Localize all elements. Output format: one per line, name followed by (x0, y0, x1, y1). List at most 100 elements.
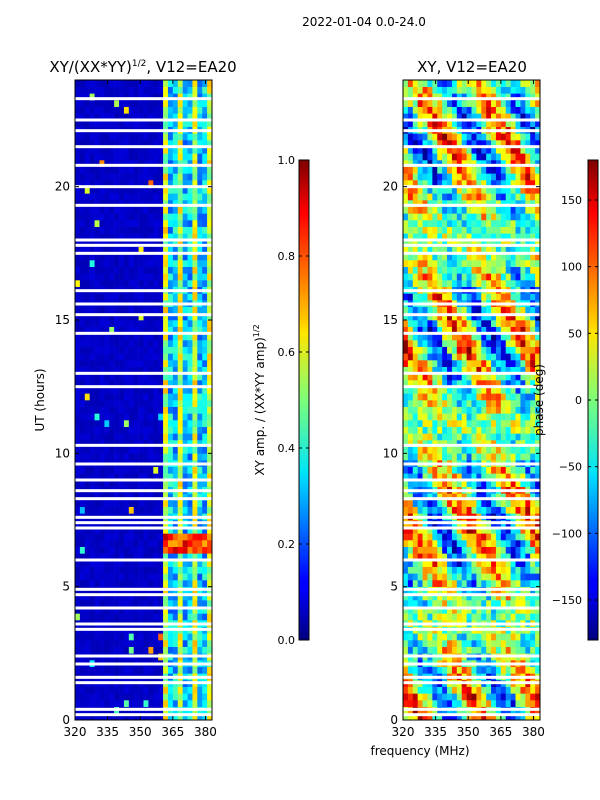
heatmap-cell (114, 240, 120, 247)
heatmap-cell (456, 533, 463, 541)
heatmap-cell (422, 233, 428, 241)
heatmap-cell (167, 340, 174, 347)
heatmap-cell (143, 220, 149, 227)
heatmap-cell (510, 433, 516, 441)
heatmap-cell (197, 640, 203, 647)
heatmap-cell (451, 353, 458, 361)
heatmap-cell (119, 340, 125, 347)
heatmap-cell (515, 226, 521, 234)
heatmap-cell (84, 420, 90, 427)
heatmap-cell (79, 213, 86, 221)
heatmap-cell (123, 106, 130, 114)
heatmap-cell (535, 206, 541, 214)
heatmap-cell (128, 220, 135, 227)
heatmap-cell (75, 693, 81, 701)
heatmap-cell (422, 666, 428, 674)
heatmap-cell (407, 313, 414, 321)
heatmap-cell (417, 606, 423, 614)
heatmap-cell (89, 200, 95, 207)
heatmap-cell (79, 540, 86, 547)
heatmap-cell (79, 200, 86, 207)
heatmap-cell (197, 353, 203, 361)
heatmap-cell (182, 180, 188, 187)
heatmap-cell (437, 373, 443, 381)
heatmap-cell (407, 240, 414, 247)
heatmap-cell (515, 293, 521, 301)
heatmap-cell (207, 360, 213, 367)
colorbar-tick-label: 1.0 (278, 154, 296, 167)
heatmap-cell (447, 253, 453, 261)
heatmap-cell (104, 233, 110, 241)
heatmap-cell (177, 240, 183, 247)
heatmap-cell (486, 700, 492, 707)
heatmap-cell (456, 566, 463, 574)
heatmap-cell (437, 400, 443, 407)
heatmap-cell (79, 546, 86, 554)
heatmap-cell (471, 453, 477, 461)
heatmap-cell (187, 253, 193, 261)
heatmap-cell (84, 533, 90, 541)
heatmap-cell (167, 433, 174, 441)
heatmap-cell (99, 713, 105, 721)
heatmap-cell (75, 666, 81, 674)
heatmap-cell (172, 433, 179, 441)
heatmap-cell (104, 386, 110, 394)
heatmap-cell (79, 640, 86, 647)
heatmap-cell (187, 393, 193, 401)
heatmap-cell (412, 646, 418, 654)
heatmap-cell (84, 493, 90, 501)
heatmap-cell (167, 86, 174, 94)
heatmap-cell (461, 440, 467, 447)
heatmap-cell (476, 353, 482, 361)
heatmap-cell (530, 246, 536, 254)
heatmap-cell (197, 473, 203, 481)
heatmap-cell (466, 573, 472, 581)
heatmap-cell (476, 400, 482, 407)
heatmap-cell (148, 133, 154, 141)
heatmap-cell (75, 253, 81, 261)
heatmap-cell (153, 246, 159, 254)
heatmap-cell (133, 120, 139, 127)
heatmap-cell (207, 440, 213, 447)
heatmap-cell (515, 433, 521, 441)
heatmap-cell (119, 600, 125, 607)
heatmap-cell (99, 273, 105, 281)
heatmap-cell (177, 553, 183, 561)
heatmap-cell (535, 640, 541, 647)
heatmap-cell (525, 340, 531, 347)
heatmap-cell (89, 553, 95, 561)
heatmap-cell (510, 373, 516, 381)
heatmap-cell (109, 640, 115, 647)
heatmap-cell (158, 233, 164, 241)
heatmap-cell (407, 433, 414, 441)
heatmap-cell (525, 253, 531, 261)
heatmap-cell (89, 593, 95, 601)
heatmap-cell (417, 613, 423, 621)
heatmap-cell (104, 573, 110, 581)
heatmap-cell (515, 553, 521, 561)
heatmap-cell (182, 646, 188, 654)
heatmap-cell (177, 313, 183, 321)
heatmap-cell (119, 420, 125, 427)
heatmap-cell (163, 420, 169, 427)
heatmap-cell (163, 646, 169, 654)
heatmap-cell (471, 686, 477, 694)
heatmap-cell (207, 326, 213, 334)
heatmap-cell (167, 580, 174, 587)
heatmap-cell (153, 580, 159, 587)
heatmap-cell (432, 386, 438, 394)
heatmap-cell (461, 686, 467, 694)
heatmap-cell (207, 253, 213, 261)
heatmap-cell (466, 253, 472, 261)
heatmap-cell (99, 220, 105, 227)
heatmap-cell (163, 346, 169, 354)
heatmap-cell (143, 600, 149, 607)
heatmap-cell (119, 106, 125, 114)
heatmap-cell (456, 280, 463, 287)
heatmap-cell (432, 566, 438, 574)
heatmap-cell (177, 220, 183, 227)
heatmap-cell (525, 580, 531, 587)
heatmap-cell (207, 380, 213, 387)
heatmap-cell (114, 433, 120, 441)
heatmap-cell (79, 366, 86, 374)
